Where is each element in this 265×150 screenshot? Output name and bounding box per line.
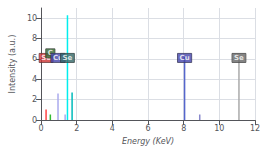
svg-text:0: 0 xyxy=(32,116,37,125)
svg-text:6: 6 xyxy=(32,54,37,63)
svg-text:Cu: Cu xyxy=(180,54,190,62)
svg-text:Intensity (a.u.): Intensity (a.u.) xyxy=(8,35,17,94)
svg-text:2: 2 xyxy=(32,95,37,104)
svg-text:Energy (KeV): Energy (KeV) xyxy=(122,137,174,146)
html-text:CCu: CCu xyxy=(47,49,64,62)
svg-text:10: 10 xyxy=(214,124,224,133)
svg-text:8: 8 xyxy=(32,34,37,43)
svg-text:Se: Se xyxy=(63,54,73,62)
svg-text:0: 0 xyxy=(39,124,44,133)
svg-text:4: 4 xyxy=(32,75,37,84)
svg-text:8: 8 xyxy=(181,124,186,133)
svg-text:2: 2 xyxy=(74,124,79,133)
svg-text:12: 12 xyxy=(250,124,260,133)
svg-text:Se: Se xyxy=(234,54,244,62)
svg-text:6: 6 xyxy=(145,124,150,133)
svg-text:10: 10 xyxy=(27,14,37,23)
svg-text:4: 4 xyxy=(110,124,115,133)
